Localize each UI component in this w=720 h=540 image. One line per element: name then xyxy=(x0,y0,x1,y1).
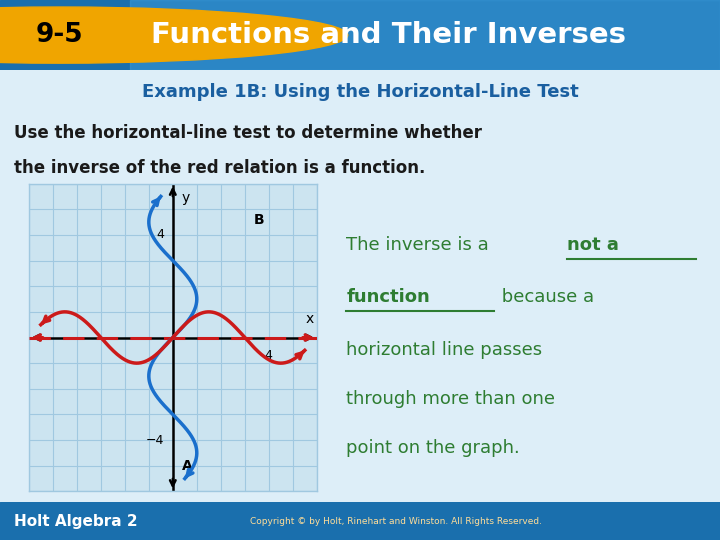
Text: horizontal line passes: horizontal line passes xyxy=(346,341,542,359)
Text: through more than one: through more than one xyxy=(346,390,555,408)
Text: Holt Algebra 2: Holt Algebra 2 xyxy=(14,514,138,529)
Text: 4: 4 xyxy=(265,349,273,362)
Text: Example 1B: Using the Horizontal-Line Test: Example 1B: Using the Horizontal-Line Te… xyxy=(142,83,578,101)
Text: A: A xyxy=(182,459,192,472)
Text: Copyright © by Holt, Rinehart and Winston. All Rights Reserved.: Copyright © by Holt, Rinehart and Winsto… xyxy=(250,517,542,525)
Text: function: function xyxy=(346,288,430,307)
Text: 9-5: 9-5 xyxy=(36,22,84,48)
Text: point on the graph.: point on the graph. xyxy=(346,440,520,457)
Text: not a: not a xyxy=(567,236,619,254)
Text: because a: because a xyxy=(496,288,594,307)
Text: the inverse of the red relation is a function.: the inverse of the red relation is a fun… xyxy=(14,159,426,177)
Text: y: y xyxy=(181,191,189,205)
Text: −4: −4 xyxy=(146,434,164,447)
Bar xyxy=(130,0,720,70)
Text: B: B xyxy=(254,213,264,226)
Text: Functions and Their Inverses: Functions and Their Inverses xyxy=(151,21,626,49)
Text: x: x xyxy=(305,312,314,326)
Text: The inverse is a: The inverse is a xyxy=(346,236,495,254)
Text: 4: 4 xyxy=(156,228,164,241)
Text: Use the horizontal-line test to determine whether: Use the horizontal-line test to determin… xyxy=(14,124,482,141)
Circle shape xyxy=(0,7,348,63)
